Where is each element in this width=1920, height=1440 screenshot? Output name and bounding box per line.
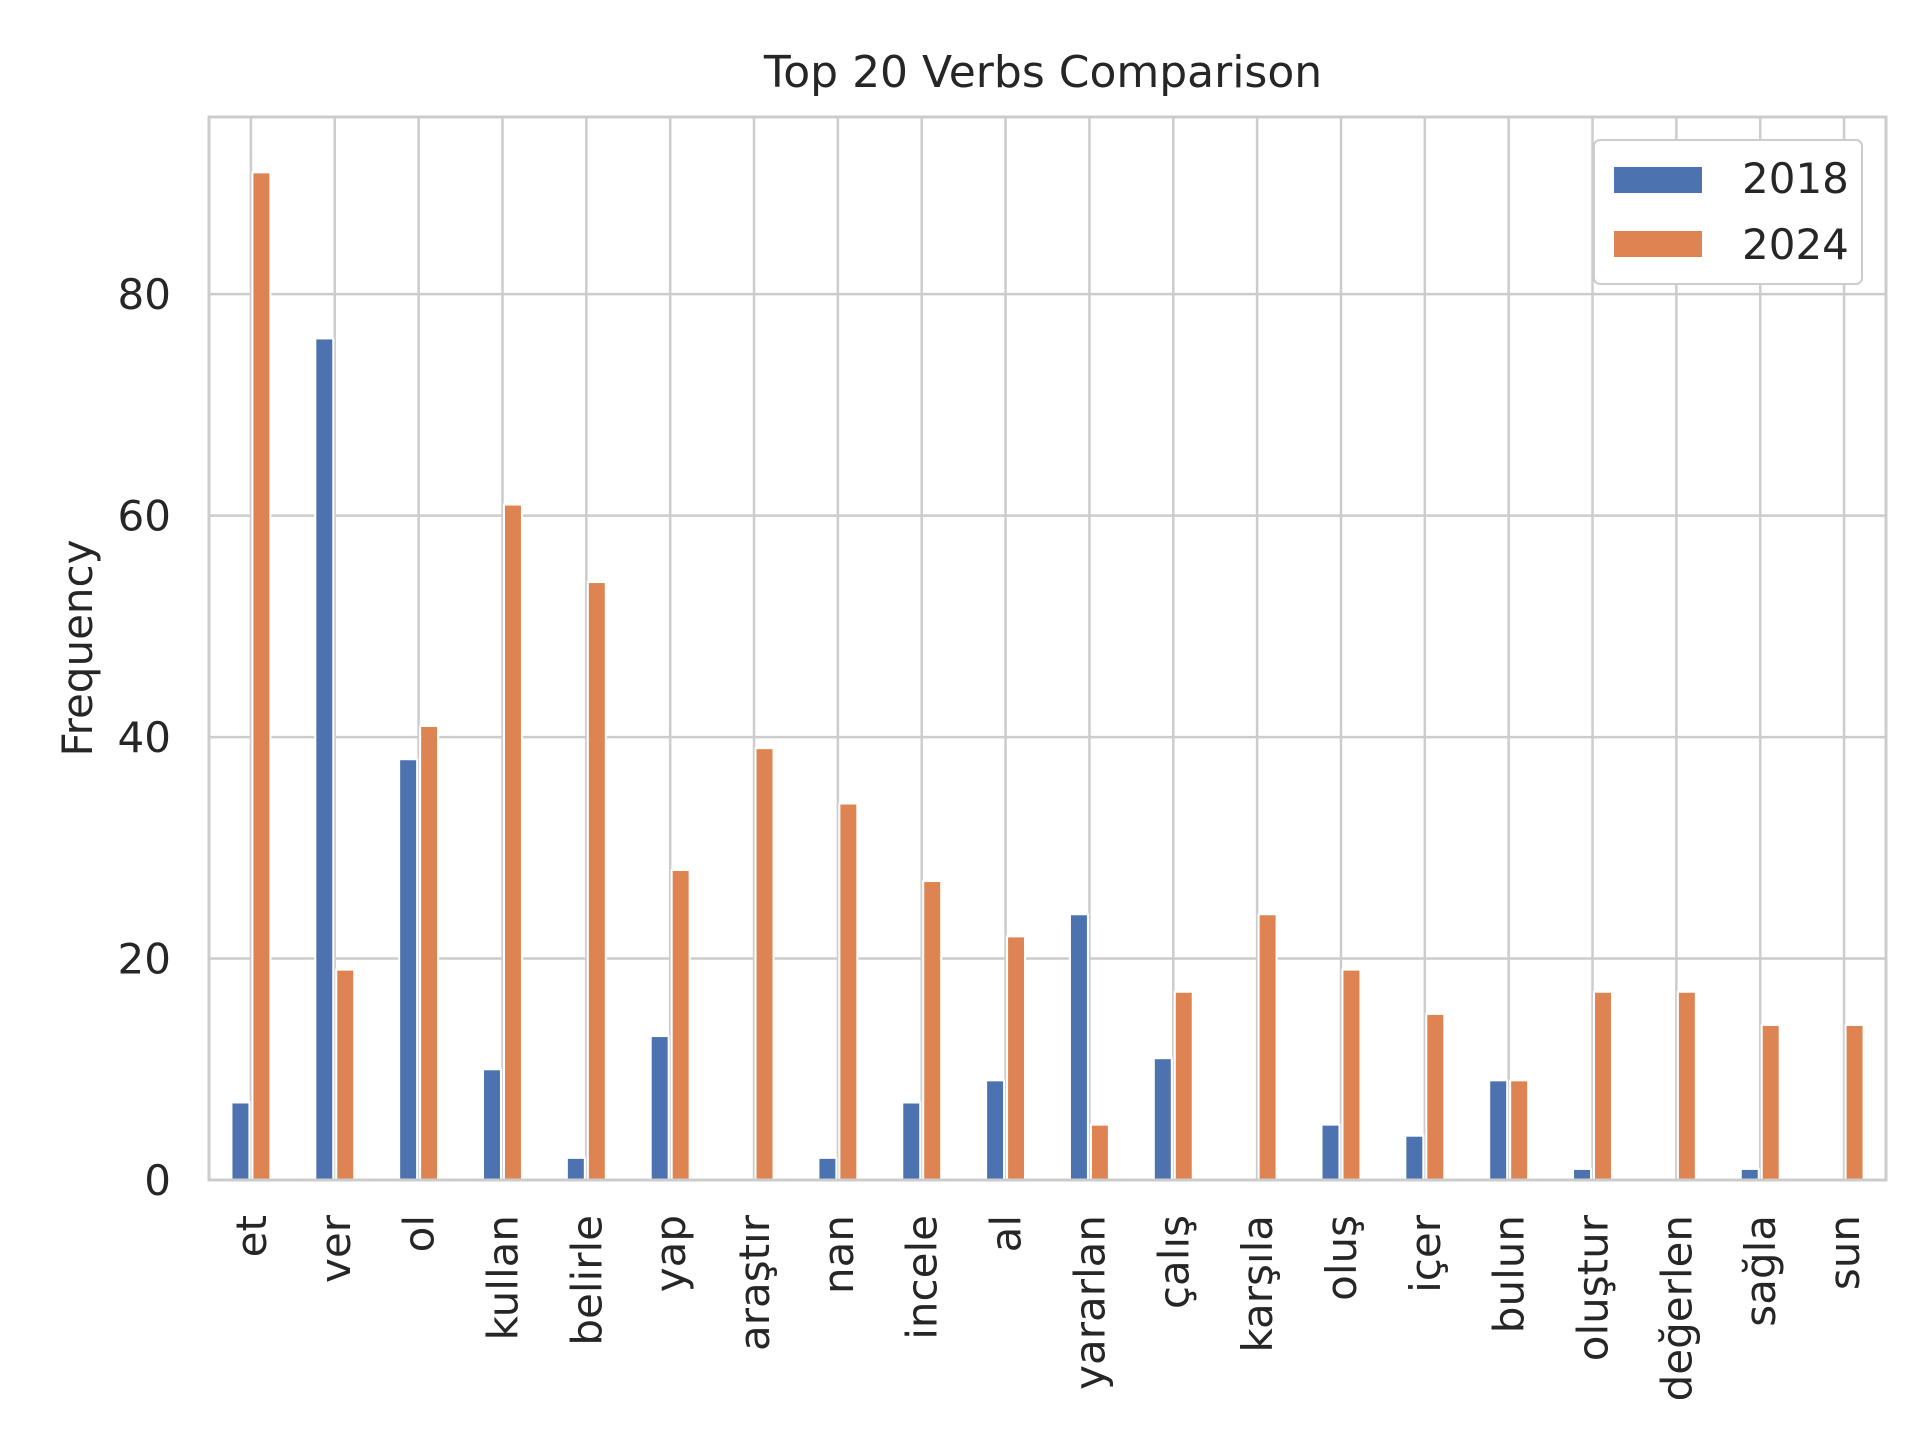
x-tick-label: ol (395, 1215, 444, 1252)
bar-2018-çalış (1152, 1057, 1173, 1181)
chart-title: Top 20 Verbs Comparison (763, 47, 1322, 98)
x-tick-label: oluş (1317, 1215, 1366, 1301)
bar-2018-içer (1404, 1134, 1425, 1182)
bar-2024-kullan (502, 503, 523, 1182)
x-tick-label: incele (898, 1215, 947, 1340)
y-axis-label: Frequency (53, 540, 102, 757)
bar-2018-et (230, 1101, 251, 1182)
bar-2024-ver (335, 968, 356, 1181)
bar-2024-ol (419, 725, 440, 1182)
bar-2018-ol (398, 758, 419, 1182)
legend: 2018 2024 (1593, 139, 1863, 285)
y-tick-label: 20 (118, 935, 171, 984)
legend-label-2018: 2018 (1742, 154, 1849, 203)
x-tick-label: kullan (478, 1215, 527, 1340)
x-tick-label: çalış (1149, 1215, 1198, 1309)
bar-2024-karşıla (1257, 913, 1278, 1181)
y-tick-label: 60 (118, 492, 171, 541)
x-tick-label: sağla (1736, 1215, 1785, 1327)
plot-frame (207, 115, 1888, 1182)
y-tick-label: 0 (144, 1156, 171, 1205)
bar-2024-al (1006, 935, 1027, 1181)
y-ticks: 0 20 40 60 80 (118, 270, 171, 1205)
legend-swatch-2018 (1614, 167, 1702, 193)
x-tick-label: nan (814, 1215, 863, 1294)
bar-2018-yap (649, 1035, 670, 1182)
bar-2018-al (985, 1079, 1006, 1181)
x-tick-label: oluştur (1569, 1214, 1618, 1361)
x-tick-label: yararlan (1065, 1215, 1114, 1390)
legend-swatch-2024 (1614, 231, 1702, 257)
x-ticks: et ver ol kullan belirle yap araştır nan incele a… (227, 1214, 1869, 1401)
x-tick-label: karşıla (1233, 1215, 1282, 1353)
x-tick-label: yap (646, 1215, 695, 1292)
bar-2024-sun (1844, 1023, 1865, 1181)
bar-2024-oluş (1341, 968, 1362, 1181)
legend-label-2024: 2024 (1742, 220, 1849, 269)
x-tick-label: al (982, 1215, 1031, 1252)
bar-2018-incele (901, 1101, 922, 1182)
bar-2018-oluş (1320, 1123, 1341, 1181)
bar-2018-kullan (482, 1068, 502, 1182)
bar-2024-içer (1425, 1012, 1446, 1181)
bar-2024-araştır (754, 747, 775, 1181)
bar-2024-yap (670, 868, 691, 1181)
x-tick-label: içer (1401, 1214, 1450, 1293)
bar-2018-nan (817, 1156, 838, 1181)
bar-2018-sağla (1739, 1167, 1760, 1182)
bar-2024-incele (922, 880, 943, 1181)
bar-2018-yararlan (1068, 913, 1089, 1181)
bar-2024-bulun (1509, 1079, 1530, 1181)
x-tick-label: ver (311, 1214, 360, 1283)
bar-2024-nan (838, 802, 859, 1181)
bar-2018-bulun (1488, 1079, 1509, 1181)
y-tick-label: 80 (118, 270, 171, 319)
x-tick-label: et (227, 1215, 276, 1257)
bar-2024-çalış (1173, 990, 1194, 1182)
x-tick-label: araştır (730, 1214, 779, 1351)
x-tick-label: değerlen (1652, 1215, 1701, 1401)
bar-2024-oluştur (1593, 990, 1613, 1182)
bar-2018-belirle (565, 1156, 586, 1181)
grid (209, 117, 1886, 1182)
x-tick-label: bulun (1485, 1215, 1534, 1333)
bar-2024-sağla (1760, 1023, 1781, 1181)
bar-2018-oluştur (1572, 1167, 1593, 1182)
bar-2018-ver (314, 337, 335, 1182)
bar-2024-belirle (586, 581, 607, 1181)
bar-2024-yararlan (1089, 1123, 1110, 1181)
x-tick-label: sun (1820, 1215, 1869, 1290)
y-tick-label: 40 (118, 713, 171, 762)
bar-2024-et (251, 171, 272, 1182)
bars (230, 171, 1865, 1182)
bar-2024-değerlen (1676, 990, 1697, 1182)
x-tick-label: belirle (562, 1215, 611, 1346)
